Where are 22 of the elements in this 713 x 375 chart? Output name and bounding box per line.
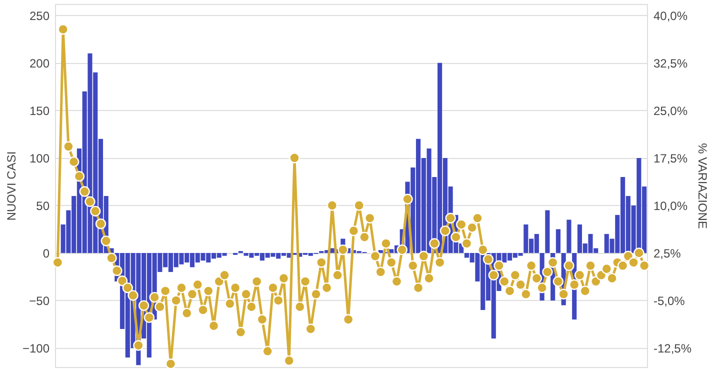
- y-tick-label: −50: [29, 294, 50, 308]
- y-tick-label: 150: [29, 104, 50, 118]
- bar: [378, 250, 383, 253]
- y2-tick-label: 40,0%: [654, 8, 688, 23]
- y2-axis-title: % VARIAZIONE: [696, 143, 710, 229]
- y2-tick-label: 2,5%: [654, 246, 682, 260]
- y-tick-label: −100: [22, 341, 50, 356]
- bar: [556, 229, 560, 253]
- y2-tick-label: 32,5%: [654, 56, 688, 70]
- y2-tick-label: -5,0%: [654, 294, 686, 308]
- bar: [566, 220, 572, 253]
- y-axis-title: NUOVI CASI: [4, 151, 18, 221]
- y-tick-label: 100: [29, 151, 50, 166]
- y2-tick-label: -12,5%: [654, 341, 692, 356]
- y2-tick-label: 17,5%: [654, 151, 688, 166]
- y-tick-label: 50: [36, 198, 50, 213]
- y-tick-label: 0: [42, 246, 50, 260]
- y2-tick-label: 25,0%: [654, 104, 688, 118]
- y-tick-label: 200: [29, 56, 50, 70]
- bar: [545, 210, 550, 253]
- y2-tick-label: 10,0%: [654, 198, 688, 213]
- y-tick-label: 250: [29, 8, 50, 23]
